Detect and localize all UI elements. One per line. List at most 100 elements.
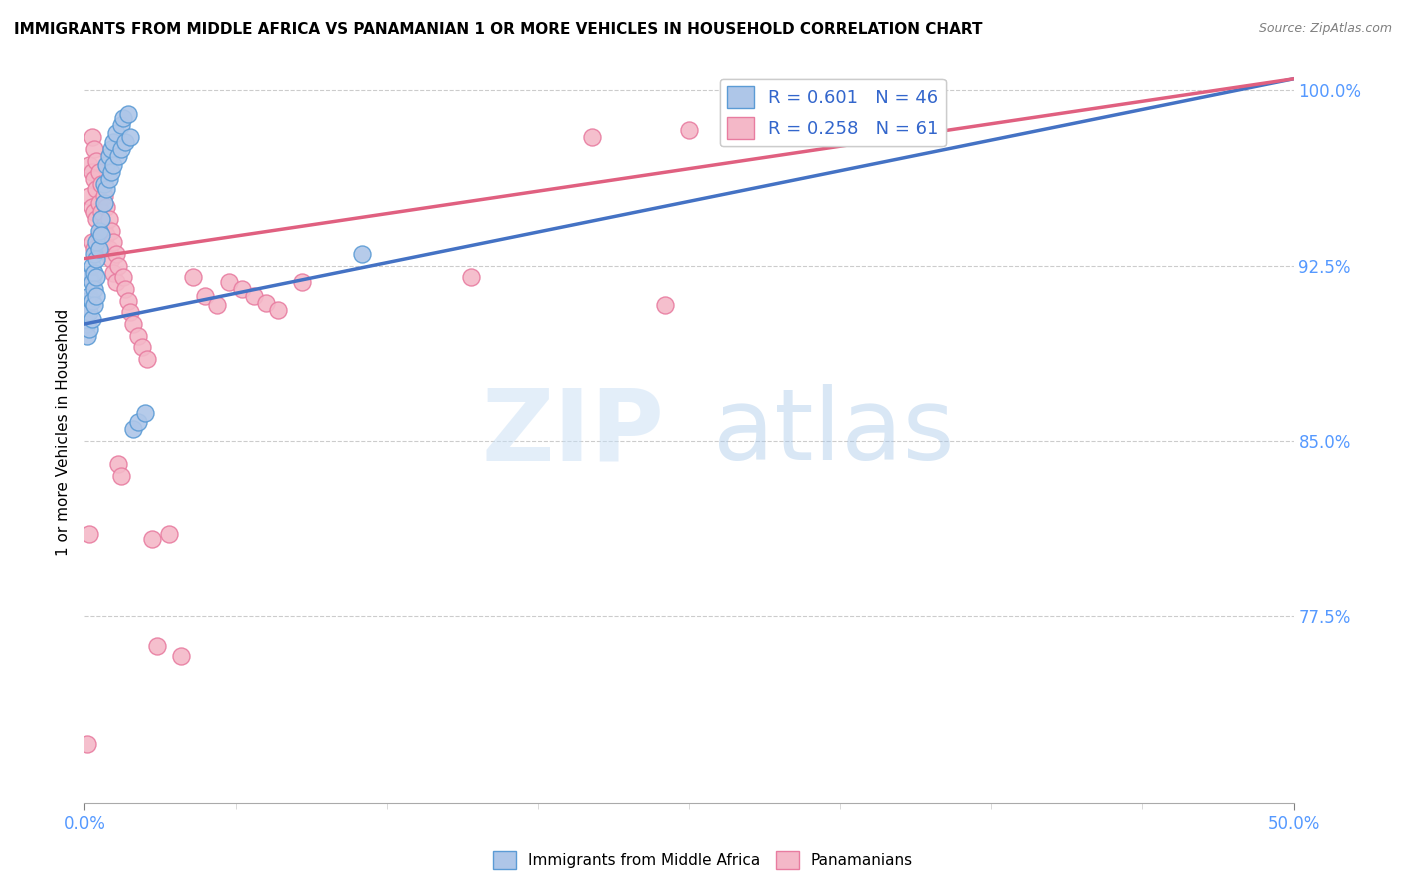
Point: [93, 177, 115, 191]
Point: [94, 181, 117, 195]
Point: [114, 282, 136, 296]
Point: [83, 242, 105, 256]
Point: [107, 259, 129, 273]
Y-axis label: 1 or more Vehicles in Household: 1 or more Vehicles in Household: [56, 309, 72, 557]
Point: [76, 328, 98, 343]
Point: [94, 200, 117, 214]
Point: [80, 130, 103, 145]
Point: [104, 275, 127, 289]
Point: [100, 165, 122, 179]
Point: [93, 188, 115, 202]
Point: [93, 219, 115, 233]
Point: [121, 317, 143, 331]
Point: [83, 266, 105, 280]
Point: [77, 270, 100, 285]
Point: [100, 252, 122, 266]
Point: [77, 305, 100, 319]
Point: [90, 177, 112, 191]
Point: [103, 158, 125, 172]
Point: [97, 211, 120, 226]
Point: [103, 235, 125, 250]
Point: [83, 142, 105, 156]
Point: [291, 275, 314, 289]
Point: [80, 312, 103, 326]
Point: [77, 289, 100, 303]
Point: [94, 158, 117, 172]
Point: [76, 317, 98, 331]
Point: [86, 252, 108, 266]
Point: [170, 648, 193, 663]
Point: [90, 211, 112, 226]
Point: [87, 242, 110, 256]
Point: [460, 270, 482, 285]
Point: [110, 142, 132, 156]
Point: [104, 247, 127, 261]
Point: [254, 296, 277, 310]
Point: [97, 242, 120, 256]
Point: [110, 468, 132, 483]
Point: [352, 247, 374, 261]
Point: [87, 228, 110, 243]
Point: [76, 293, 98, 308]
Point: [141, 532, 163, 546]
Point: [83, 298, 105, 312]
Point: [77, 158, 100, 172]
Point: [242, 289, 264, 303]
Point: [83, 172, 105, 186]
Point: [93, 195, 115, 210]
Point: [121, 422, 143, 436]
Point: [112, 112, 135, 126]
Point: [107, 457, 129, 471]
Point: [83, 205, 105, 219]
Point: [104, 126, 127, 140]
Point: [80, 293, 103, 308]
Point: [77, 527, 100, 541]
Point: [581, 130, 603, 145]
Point: [107, 149, 129, 163]
Point: [77, 188, 100, 202]
Point: [100, 224, 122, 238]
Point: [157, 527, 180, 541]
Point: [86, 211, 108, 226]
Point: [114, 135, 136, 149]
Point: [87, 165, 110, 179]
Point: [86, 181, 108, 195]
Text: Source: ZipAtlas.com: Source: ZipAtlas.com: [1258, 22, 1392, 36]
Point: [90, 205, 112, 219]
Point: [100, 142, 122, 156]
Point: [80, 235, 103, 250]
Point: [146, 640, 169, 654]
Point: [90, 228, 112, 243]
Point: [112, 270, 135, 285]
Point: [90, 235, 112, 250]
Text: atlas: atlas: [713, 384, 955, 481]
Point: [80, 259, 103, 273]
Point: [120, 305, 142, 319]
Point: [76, 305, 98, 319]
Point: [678, 123, 700, 137]
Point: [117, 293, 139, 308]
Point: [207, 298, 229, 312]
Point: [97, 172, 120, 186]
Point: [97, 149, 120, 163]
Point: [77, 321, 100, 335]
Point: [131, 340, 153, 354]
Text: IMMIGRANTS FROM MIDDLE AFRICA VS PANAMANIAN 1 OR MORE VEHICLES IN HOUSEHOLD CORR: IMMIGRANTS FROM MIDDLE AFRICA VS PANAMAN…: [14, 22, 983, 37]
Point: [127, 415, 149, 429]
Point: [267, 303, 290, 318]
Point: [86, 289, 108, 303]
Point: [103, 266, 125, 280]
Point: [80, 200, 103, 214]
Legend: Immigrants from Middle Africa, Panamanians: Immigrants from Middle Africa, Panamania…: [486, 845, 920, 875]
Point: [127, 328, 149, 343]
Point: [194, 289, 217, 303]
Point: [76, 738, 98, 752]
Point: [87, 195, 110, 210]
Legend: R = 0.601   N = 46, R = 0.258   N = 61: R = 0.601 N = 46, R = 0.258 N = 61: [720, 78, 946, 146]
Point: [86, 235, 108, 250]
Point: [83, 247, 105, 261]
Point: [654, 298, 676, 312]
Point: [103, 135, 125, 149]
Point: [86, 270, 108, 285]
Point: [120, 130, 142, 145]
